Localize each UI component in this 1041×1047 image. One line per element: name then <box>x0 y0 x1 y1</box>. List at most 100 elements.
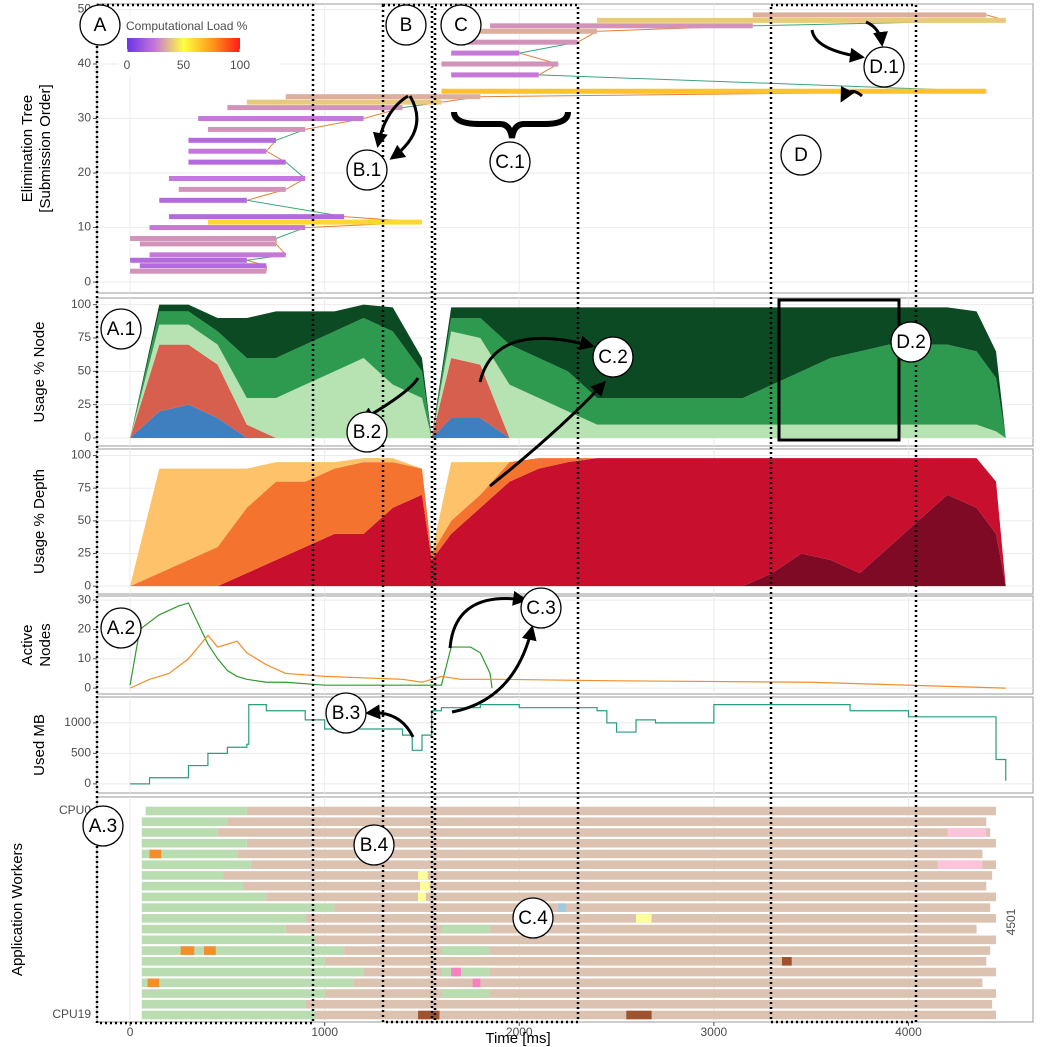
annotation-label: D.1 <box>869 57 899 78</box>
worker-span <box>266 892 997 902</box>
annotation-label: C.1 <box>495 152 525 173</box>
y-tick-label: 0 <box>84 578 91 592</box>
y-tick-label: 30 <box>78 111 92 125</box>
task-span <box>781 957 792 966</box>
y-axis-title: [Submission Order] <box>37 84 54 212</box>
annotation-circle <box>592 336 634 378</box>
step-line <box>130 704 1007 785</box>
y-tick-label: CPU0 <box>59 803 91 817</box>
worker-span <box>237 849 983 859</box>
task-bar <box>246 99 442 105</box>
task-span <box>947 828 987 837</box>
annotation-circle <box>489 141 531 183</box>
worker-span <box>141 881 243 891</box>
y-tick-label: CPU19 <box>52 1007 91 1021</box>
stacked-area <box>130 458 1006 587</box>
y-axis-title: Used MB <box>31 714 48 776</box>
stacked-area <box>130 404 1006 438</box>
annotation-label: B.2 <box>353 422 382 443</box>
task-span <box>472 978 481 988</box>
y-tick-label: 0 <box>84 776 91 790</box>
brace <box>451 111 571 139</box>
worker-span <box>141 999 306 1009</box>
task-bar <box>178 186 286 192</box>
task-bar <box>441 88 987 94</box>
task-bar <box>207 126 306 132</box>
annotation-circle <box>100 308 142 350</box>
stacked-area <box>130 494 1006 587</box>
annotation-label: C.4 <box>518 908 548 929</box>
region-box <box>433 3 580 1024</box>
y-tick-label: 0 <box>84 274 91 288</box>
worker-span <box>141 914 306 923</box>
worker-span <box>141 957 325 966</box>
task-bar <box>198 116 364 122</box>
annotation-label: C <box>454 15 468 36</box>
worker-span <box>141 924 286 934</box>
worker-span <box>141 817 228 827</box>
annotation-label: A.1 <box>107 319 136 340</box>
annotation-circle <box>346 149 388 191</box>
worker-span <box>217 828 991 837</box>
task-bar <box>752 12 987 18</box>
region-box <box>381 3 434 1024</box>
colorbar <box>127 38 240 52</box>
task-bar <box>460 39 578 45</box>
task-bar <box>149 225 306 231</box>
stacked-area <box>130 324 1006 438</box>
stacked-area <box>130 311 1006 438</box>
task-span <box>418 1010 440 1020</box>
x-tick-label: 0 <box>127 1025 134 1039</box>
dependency <box>538 74 987 92</box>
makespan-label: 4501 <box>1004 908 1018 935</box>
x-tick-label: 3000 <box>701 1025 728 1039</box>
worker-span <box>246 838 997 848</box>
x-tick-label: 1000 <box>311 1025 338 1039</box>
worker-span <box>314 935 997 945</box>
worker-span <box>141 892 267 902</box>
annotation-label: A.2 <box>107 618 136 639</box>
y-tick-label: 25 <box>78 397 92 411</box>
annotation-circle <box>79 4 121 46</box>
y-axis-title: Nodes <box>37 623 54 666</box>
worker-span <box>324 989 997 998</box>
task-bar <box>188 148 267 154</box>
task-span <box>418 892 426 902</box>
worker-span <box>314 1010 997 1020</box>
legend-tick-label: 0 <box>124 58 131 72</box>
y-tick-label: 500 <box>71 746 91 760</box>
region-box <box>769 3 918 1024</box>
task-bar <box>130 268 267 274</box>
annotation-label: C.2 <box>598 347 628 368</box>
task-span <box>420 881 430 891</box>
task-span <box>441 924 491 934</box>
task-bar <box>441 61 559 67</box>
y-axis-title: Usage % Node <box>31 322 48 423</box>
task-span <box>204 946 216 955</box>
x-tick-label: 4000 <box>895 1025 922 1039</box>
y-tick-label: 50 <box>78 364 92 378</box>
worker-span <box>353 978 983 988</box>
worker-span <box>246 806 997 816</box>
task-bar <box>169 214 345 220</box>
stacked-area <box>130 458 1006 587</box>
annotation-circle <box>100 607 142 649</box>
stacked-area <box>130 304 1006 438</box>
dependency <box>285 161 306 179</box>
task-bar <box>149 252 286 258</box>
y-tick-label: 100 <box>71 448 91 462</box>
task-bar <box>207 219 422 225</box>
task-span <box>441 967 491 977</box>
plots: 0 10 20 30 40 50 Elimination Tree [Submission O… <box>9 2 1034 1047</box>
worker-span <box>334 903 991 912</box>
annotation-label: B.1 <box>353 160 382 181</box>
worker-span <box>227 817 987 827</box>
legend-tick-label: 50 <box>177 58 191 72</box>
arrows <box>359 20 888 738</box>
y-tick-label: 0 <box>84 680 91 694</box>
worker-span <box>242 881 987 891</box>
y-tick-label: 30 <box>78 592 92 606</box>
y-tick-label: 0 <box>84 430 91 444</box>
task-bar <box>139 241 277 247</box>
